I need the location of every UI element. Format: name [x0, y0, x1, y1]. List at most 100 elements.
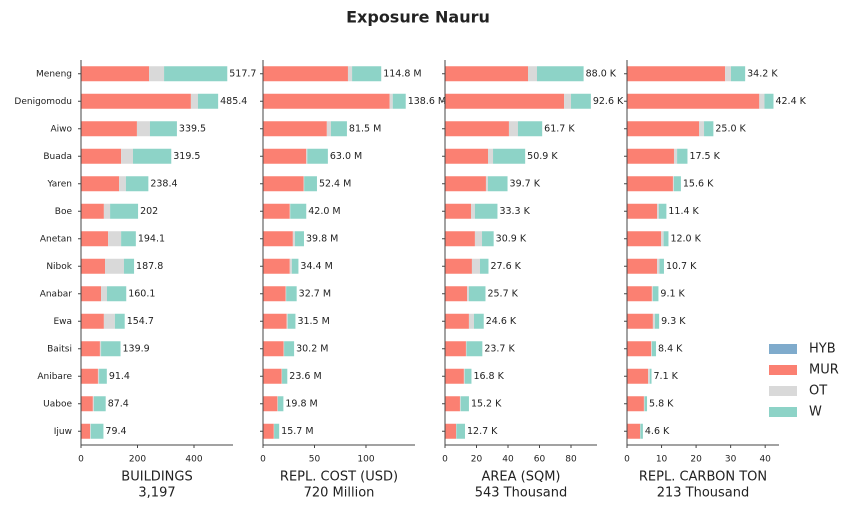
bar-segment [292, 231, 295, 247]
x-tick-label: 0 [78, 455, 84, 465]
bar-segment [81, 93, 191, 109]
bar-segment [81, 203, 104, 219]
value-label: 92.6 K [593, 96, 624, 107]
legend-swatch [769, 344, 797, 354]
value-label: 12.7 K [467, 426, 498, 437]
value-label: 238.4 [150, 178, 177, 189]
x-tick-label: 20 [690, 455, 702, 465]
value-label: 50.9 K [527, 151, 558, 162]
bar-segment [197, 93, 219, 109]
bar-segment [99, 368, 107, 384]
bar-segment [97, 368, 100, 384]
bar-segment [307, 148, 328, 164]
bar-segment [81, 341, 100, 357]
bar-segment [101, 286, 107, 302]
bar-segment [644, 396, 648, 412]
x-tick-label: 0 [624, 455, 630, 465]
bar-segment [571, 93, 591, 109]
bar-segment [263, 313, 287, 329]
value-label: 34.2 K [747, 68, 778, 79]
x-tick-label: 60 [534, 455, 546, 465]
bar-segment [81, 258, 106, 274]
bar-segment [263, 396, 278, 412]
bar-segment [285, 286, 287, 302]
bar-segment [468, 286, 486, 302]
bar-segment [468, 313, 474, 329]
x-axis-label: BUILDINGS [121, 470, 192, 485]
bar-segment [304, 176, 317, 192]
value-label: 485.4 [220, 96, 247, 107]
y-tick-label: Ijuw [54, 427, 72, 437]
bar-segment [725, 66, 731, 82]
bar-segment [81, 396, 93, 412]
bar-segment [284, 341, 295, 357]
bar-segment [289, 203, 291, 219]
bar-segment [81, 313, 104, 329]
value-label: 63.0 M [330, 151, 362, 162]
bar-segment [277, 396, 284, 412]
bar-segment [263, 368, 282, 384]
bar-segment [289, 258, 292, 274]
bar-segment [474, 203, 498, 219]
bar-segment [672, 176, 674, 192]
bar-segment [263, 121, 327, 137]
value-label: 23.7 K [484, 343, 515, 354]
bar-segment [627, 313, 653, 329]
bar-segment [263, 286, 286, 302]
x-axis-total: 3,197 [138, 486, 175, 501]
legend-label: W [809, 405, 822, 420]
bar-segment [352, 66, 382, 82]
bar-segment [643, 396, 645, 412]
bar-segment [627, 231, 662, 247]
value-label: 138.6 M [408, 96, 446, 107]
bar-segment [330, 121, 347, 137]
bar-segment [493, 148, 526, 164]
bar-segment [673, 176, 681, 192]
bar-segment [164, 66, 228, 82]
bar-segment [488, 176, 508, 192]
bar-segment [470, 203, 475, 219]
value-label: 160.1 [128, 288, 155, 299]
bar-segment [473, 313, 484, 329]
bar-segment [121, 148, 133, 164]
value-label: 9.3 K [661, 316, 686, 327]
value-label: 87.4 [108, 398, 129, 409]
bar-segment [445, 93, 565, 109]
value-label: 61.7 K [544, 123, 575, 134]
bar-segment [81, 368, 98, 384]
x-axis-total: 720 Million [304, 486, 375, 501]
bar-segment [627, 148, 674, 164]
bar-segment [627, 203, 658, 219]
x-tick-label: 80 [565, 455, 577, 465]
value-label: 25.7 K [487, 288, 518, 299]
y-tick-label: Nibok [46, 262, 72, 272]
bar-segment [136, 121, 150, 137]
value-label: 114.8 M [383, 68, 421, 79]
bar-segment [445, 313, 469, 329]
y-tick-label: Uaboe [43, 399, 72, 409]
value-label: 34.4 M [300, 261, 332, 272]
value-label: 33.3 K [499, 206, 530, 217]
bar-segment [445, 396, 460, 412]
bar-segment [263, 93, 390, 109]
bar-segment [517, 121, 543, 137]
bar-segment [103, 313, 115, 329]
bar-segment [677, 148, 688, 164]
y-tick-label: Yaren [46, 179, 72, 189]
value-label: 42.0 M [308, 206, 340, 217]
bar-segment [81, 121, 137, 137]
value-label: 11.4 K [668, 206, 699, 217]
bar-segment [123, 258, 135, 274]
bar-segment [659, 258, 664, 274]
bar-segment [445, 148, 489, 164]
x-axis-label: REPL. CARBON TON [639, 470, 767, 485]
bar-segment [389, 93, 393, 109]
bar-segment [652, 286, 659, 302]
bar-segment [263, 148, 307, 164]
bar-segment [536, 66, 584, 82]
value-label: 79.4 [105, 426, 126, 437]
x-tick-label: 200 [129, 455, 146, 465]
bar-segment [564, 93, 572, 109]
value-label: 19.8 M [285, 398, 317, 409]
y-tick-label: Baitsi [47, 344, 72, 354]
